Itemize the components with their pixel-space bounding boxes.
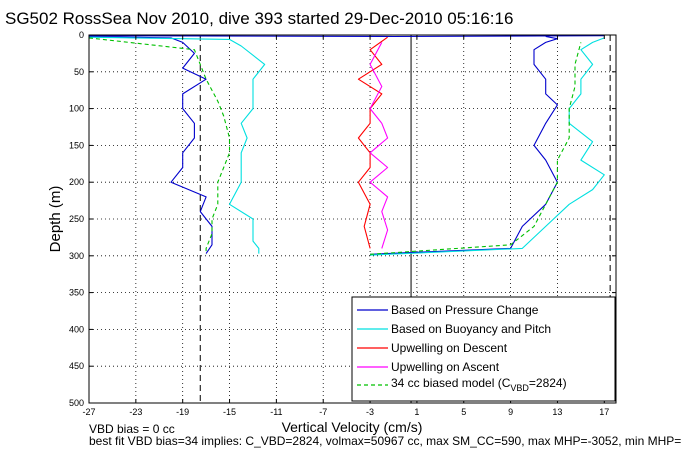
x-tick-label: 1	[414, 407, 419, 417]
series-line-pressure_descent	[88, 35, 213, 254]
y-tick-label: 350	[69, 288, 84, 298]
y-tick-label: 200	[69, 177, 84, 187]
legend-label-pressure: Based on Pressure Change	[391, 303, 539, 317]
tick-layer: -27 -23 -19 -15 -11 -7 -3 1 5 9 13 17 0 50 100 150 200 25…	[69, 30, 616, 417]
legend: Based on Pressure Change Based on Buoyan…	[351, 296, 616, 402]
legend-label-upwelling-ascent: Upwelling on Ascent	[391, 360, 500, 374]
x-tick-label: -11	[270, 407, 282, 417]
series-line-upwelling_ascent	[369, 42, 389, 249]
chart-title: SG502 RossSea Nov 2010, dive 393 started…	[5, 9, 513, 28]
y-tick-label: 500	[69, 398, 84, 408]
y-tick-label: 400	[69, 324, 84, 334]
y-tick-label: 150	[69, 140, 84, 150]
series-line-model_descent	[88, 37, 231, 255]
y-tick-label: 50	[74, 67, 84, 77]
x-tick-label: 5	[461, 407, 466, 417]
series-line-buoyancy_ascent	[370, 37, 605, 256]
x-axis-label: Vertical Velocity (cm/s)	[282, 419, 423, 435]
x-tick-label: 13	[552, 407, 562, 417]
y-tick-label: 300	[69, 251, 84, 261]
x-tick-label: -27	[82, 407, 95, 417]
best-fit-note: best fit VBD bias=34 implies: C_VBD=2824…	[89, 434, 681, 448]
y-tick-label: 450	[69, 361, 84, 371]
series-line-upwelling_descent	[357, 36, 388, 249]
series-line-pressure_ascent	[370, 35, 558, 255]
legend-label-model: 34 cc biased model (CVBD=2824)	[391, 376, 567, 393]
grid-layer	[89, 35, 616, 403]
legend-label-model-main: 34 cc biased model (C	[391, 376, 511, 390]
x-tick-label: 17	[599, 407, 609, 417]
x-tick-label: -3	[366, 407, 374, 417]
legend-label-model-end: =2824)	[529, 376, 567, 390]
x-tick-label: -23	[129, 407, 142, 417]
x-tick-label: 9	[508, 407, 513, 417]
y-tick-label: 250	[69, 214, 84, 224]
legend-label-buoyancy: Based on Buoyancy and Pitch	[391, 322, 551, 336]
y-tick-label: 100	[69, 104, 84, 114]
legend-box	[351, 296, 616, 402]
legend-label-model-sub: VBD	[510, 383, 529, 393]
x-tick-label: -19	[176, 407, 189, 417]
vbd-bias-note: VBD bias = 0 cc	[89, 422, 175, 436]
x-tick-label: -7	[319, 407, 327, 417]
legend-label-upwelling-descent: Upwelling on Descent	[391, 341, 508, 355]
series-line-surface	[88, 35, 605, 38]
y-tick-label: 0	[79, 30, 84, 40]
series-layer	[88, 35, 605, 256]
series-line-buoyancy_descent	[88, 36, 266, 254]
x-tick-label: -15	[223, 407, 236, 417]
y-axis-label: Depth (m)	[47, 186, 64, 253]
